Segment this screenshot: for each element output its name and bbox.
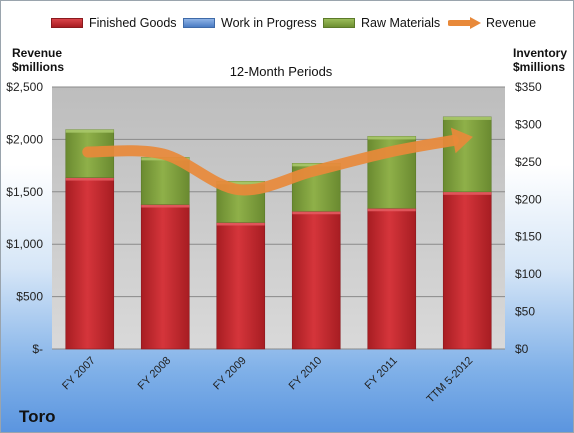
- bar-finished-goods: [216, 222, 266, 350]
- left-tick-label: $2,000: [6, 132, 43, 146]
- revenue-line: [82, 134, 459, 196]
- category-labels: FY 2007 FY 2008 FY 2009 FY 2010 FY 2011 TTM 5…: [60, 355, 475, 406]
- revenue-arrowhead: [450, 127, 473, 154]
- bar-finished-goods-top: [443, 191, 492, 195]
- right-tick-label: $100: [515, 267, 542, 281]
- left-tick-label: $1,000: [6, 237, 43, 251]
- category-label: FY 2009: [211, 355, 249, 393]
- bar-finished-goods-top: [65, 177, 114, 181]
- left-tick-label: $2,500: [6, 80, 43, 94]
- raw-materials-swatch: [323, 18, 355, 28]
- legend-finished-goods-label: Finished Goods: [89, 16, 177, 30]
- company-name: Toro: [19, 407, 56, 426]
- legend-raw-materials-label: Raw Materials: [361, 16, 441, 30]
- category-label: FY 2008: [136, 355, 174, 393]
- right-tick-label: $50: [515, 305, 535, 319]
- right-axis-title-line1: Inventory: [513, 46, 568, 60]
- bar-finished-goods: [367, 207, 417, 350]
- revenue-series: [82, 127, 473, 196]
- chart-title: 12-Month Periods: [230, 64, 333, 79]
- bar-finished-goods: [65, 177, 115, 350]
- bar-raw-materials-top: [65, 129, 114, 133]
- revenue-legend-arrow-icon: [448, 17, 481, 29]
- right-tick-label: $350: [515, 80, 542, 94]
- bar-raw-materials: [442, 116, 492, 193]
- bar-finished-goods-top: [367, 208, 416, 212]
- gridlines: [52, 86, 505, 350]
- left-tick-label: $500: [16, 290, 43, 304]
- category-label: FY 2010: [287, 355, 325, 393]
- category-label: FY 2007: [60, 355, 98, 393]
- bar-finished-goods: [442, 191, 492, 350]
- legend-work-in-progress: Work in Progress: [183, 16, 317, 30]
- work-in-progress-swatch: [183, 18, 215, 28]
- left-axis-title-line1: Revenue: [12, 46, 63, 60]
- bar-finished-goods-top: [292, 211, 341, 215]
- bar-raw-materials-top: [367, 136, 416, 140]
- bar-finished-goods: [291, 210, 341, 350]
- bar-finished-goods: [140, 204, 190, 350]
- right-tick-label: $300: [515, 117, 542, 131]
- legend-raw-materials: Raw Materials: [323, 16, 440, 30]
- bar-finished-goods-top: [216, 222, 265, 226]
- legend-revenue: Revenue: [448, 16, 536, 30]
- right-tick-label: $0: [515, 342, 529, 356]
- category-label: FY 2011: [363, 355, 400, 392]
- legend-finished-goods: Finished Goods: [51, 16, 177, 30]
- legend-revenue-label: Revenue: [486, 16, 537, 30]
- left-axis-title-line2: $millions: [12, 60, 65, 74]
- legend-work-in-progress-label: Work in Progress: [221, 16, 317, 30]
- right-tick-label: $150: [515, 230, 542, 244]
- left-tick-label: $-: [32, 342, 43, 356]
- bar-finished-goods-top: [141, 204, 190, 208]
- bar-raw-materials-top: [216, 181, 265, 185]
- chart-legend: Finished Goods Work in Progress Raw Mate…: [1, 14, 573, 32]
- right-axis-ticks: $0 $50 $100 $150 $200 $250 $300 $350: [515, 80, 542, 356]
- left-axis-title: Revenue $millions: [12, 46, 64, 74]
- right-axis-title-line2: $millions: [513, 60, 566, 74]
- right-tick-label: $200: [515, 192, 542, 206]
- right-tick-label: $250: [515, 155, 542, 169]
- plot-area: [52, 87, 505, 349]
- category-label: TTM 5-2012: [425, 355, 476, 406]
- right-axis-title: Inventory $millions: [513, 46, 567, 74]
- finished-goods-swatch: [51, 18, 83, 28]
- left-tick-label: $1,500: [6, 185, 43, 199]
- left-axis-ticks: $- $500 $1,000 $1,500 $2,000 $2,500: [6, 80, 43, 356]
- bar-raw-materials-top: [443, 116, 492, 120]
